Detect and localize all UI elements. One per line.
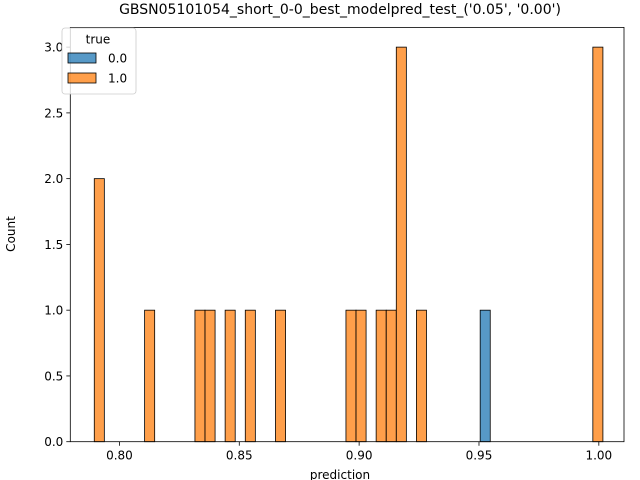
- y-tick-label: 2.5: [44, 106, 63, 120]
- bar-1.0-9: [375, 309, 387, 443]
- bar-0.0-0: [479, 309, 491, 443]
- y-axis-ticks: 0.0 0.5 1.0 1.5 2.0 2.5 3.0: [44, 41, 71, 449]
- bar-1.0-0: [93, 178, 105, 443]
- x-tick-label: 0.85: [226, 449, 253, 463]
- legend: true 0.0 1.0: [61, 27, 137, 95]
- y-tick-label: 2.0: [44, 172, 63, 186]
- bar-1.0-3: [204, 309, 216, 443]
- bar-1.0-12: [416, 309, 427, 443]
- chart-title: GBSN05101054_short_0-0_best_modelpred_te…: [119, 2, 561, 18]
- legend-label-1.0: 1.0: [108, 72, 127, 86]
- x-axis-ticks: 0.80 0.85 0.90 0.95 1.00: [106, 441, 612, 463]
- x-tick-label: 1.00: [585, 449, 612, 463]
- y-tick-label: 0.5: [44, 369, 63, 383]
- y-axis-label: Count: [4, 216, 18, 252]
- x-tick-label: 0.90: [346, 449, 373, 463]
- bar-1.0-5: [244, 309, 256, 443]
- bar-1.0-6: [275, 309, 286, 443]
- legend-swatch-0.0: [67, 52, 97, 64]
- legend-swatch-1.0: [67, 72, 97, 84]
- y-tick-label: 3.0: [44, 41, 63, 55]
- x-axis-label: prediction: [310, 468, 370, 480]
- bar-1.0-4: [224, 309, 236, 443]
- bar-1.0-2: [194, 309, 206, 443]
- bar-1.0-7: [345, 309, 357, 443]
- bar-1.0-11: [395, 46, 407, 443]
- bar-1.0-8: [355, 309, 367, 443]
- legend-title: true: [86, 33, 111, 47]
- bar-1.0-13: [592, 46, 604, 443]
- y-tick-label: 1.5: [44, 238, 63, 252]
- y-tick-label: 1.0: [44, 304, 63, 318]
- legend-label-0.0: 0.0: [108, 52, 127, 66]
- bars-layer: [93, 46, 604, 443]
- plot-area: 0.80 0.85 0.90 0.95 1.00 0.0 0.5 1.0 1.5 2.0 2.5 3…: [44, 26, 625, 463]
- bar-1.0-10: [385, 309, 397, 443]
- bar-1.0-1: [144, 309, 156, 443]
- y-tick-label: 0.0: [44, 435, 63, 449]
- x-tick-label: 0.95: [466, 449, 493, 463]
- axes-frame: [69, 26, 625, 443]
- x-tick-label: 0.80: [106, 449, 133, 463]
